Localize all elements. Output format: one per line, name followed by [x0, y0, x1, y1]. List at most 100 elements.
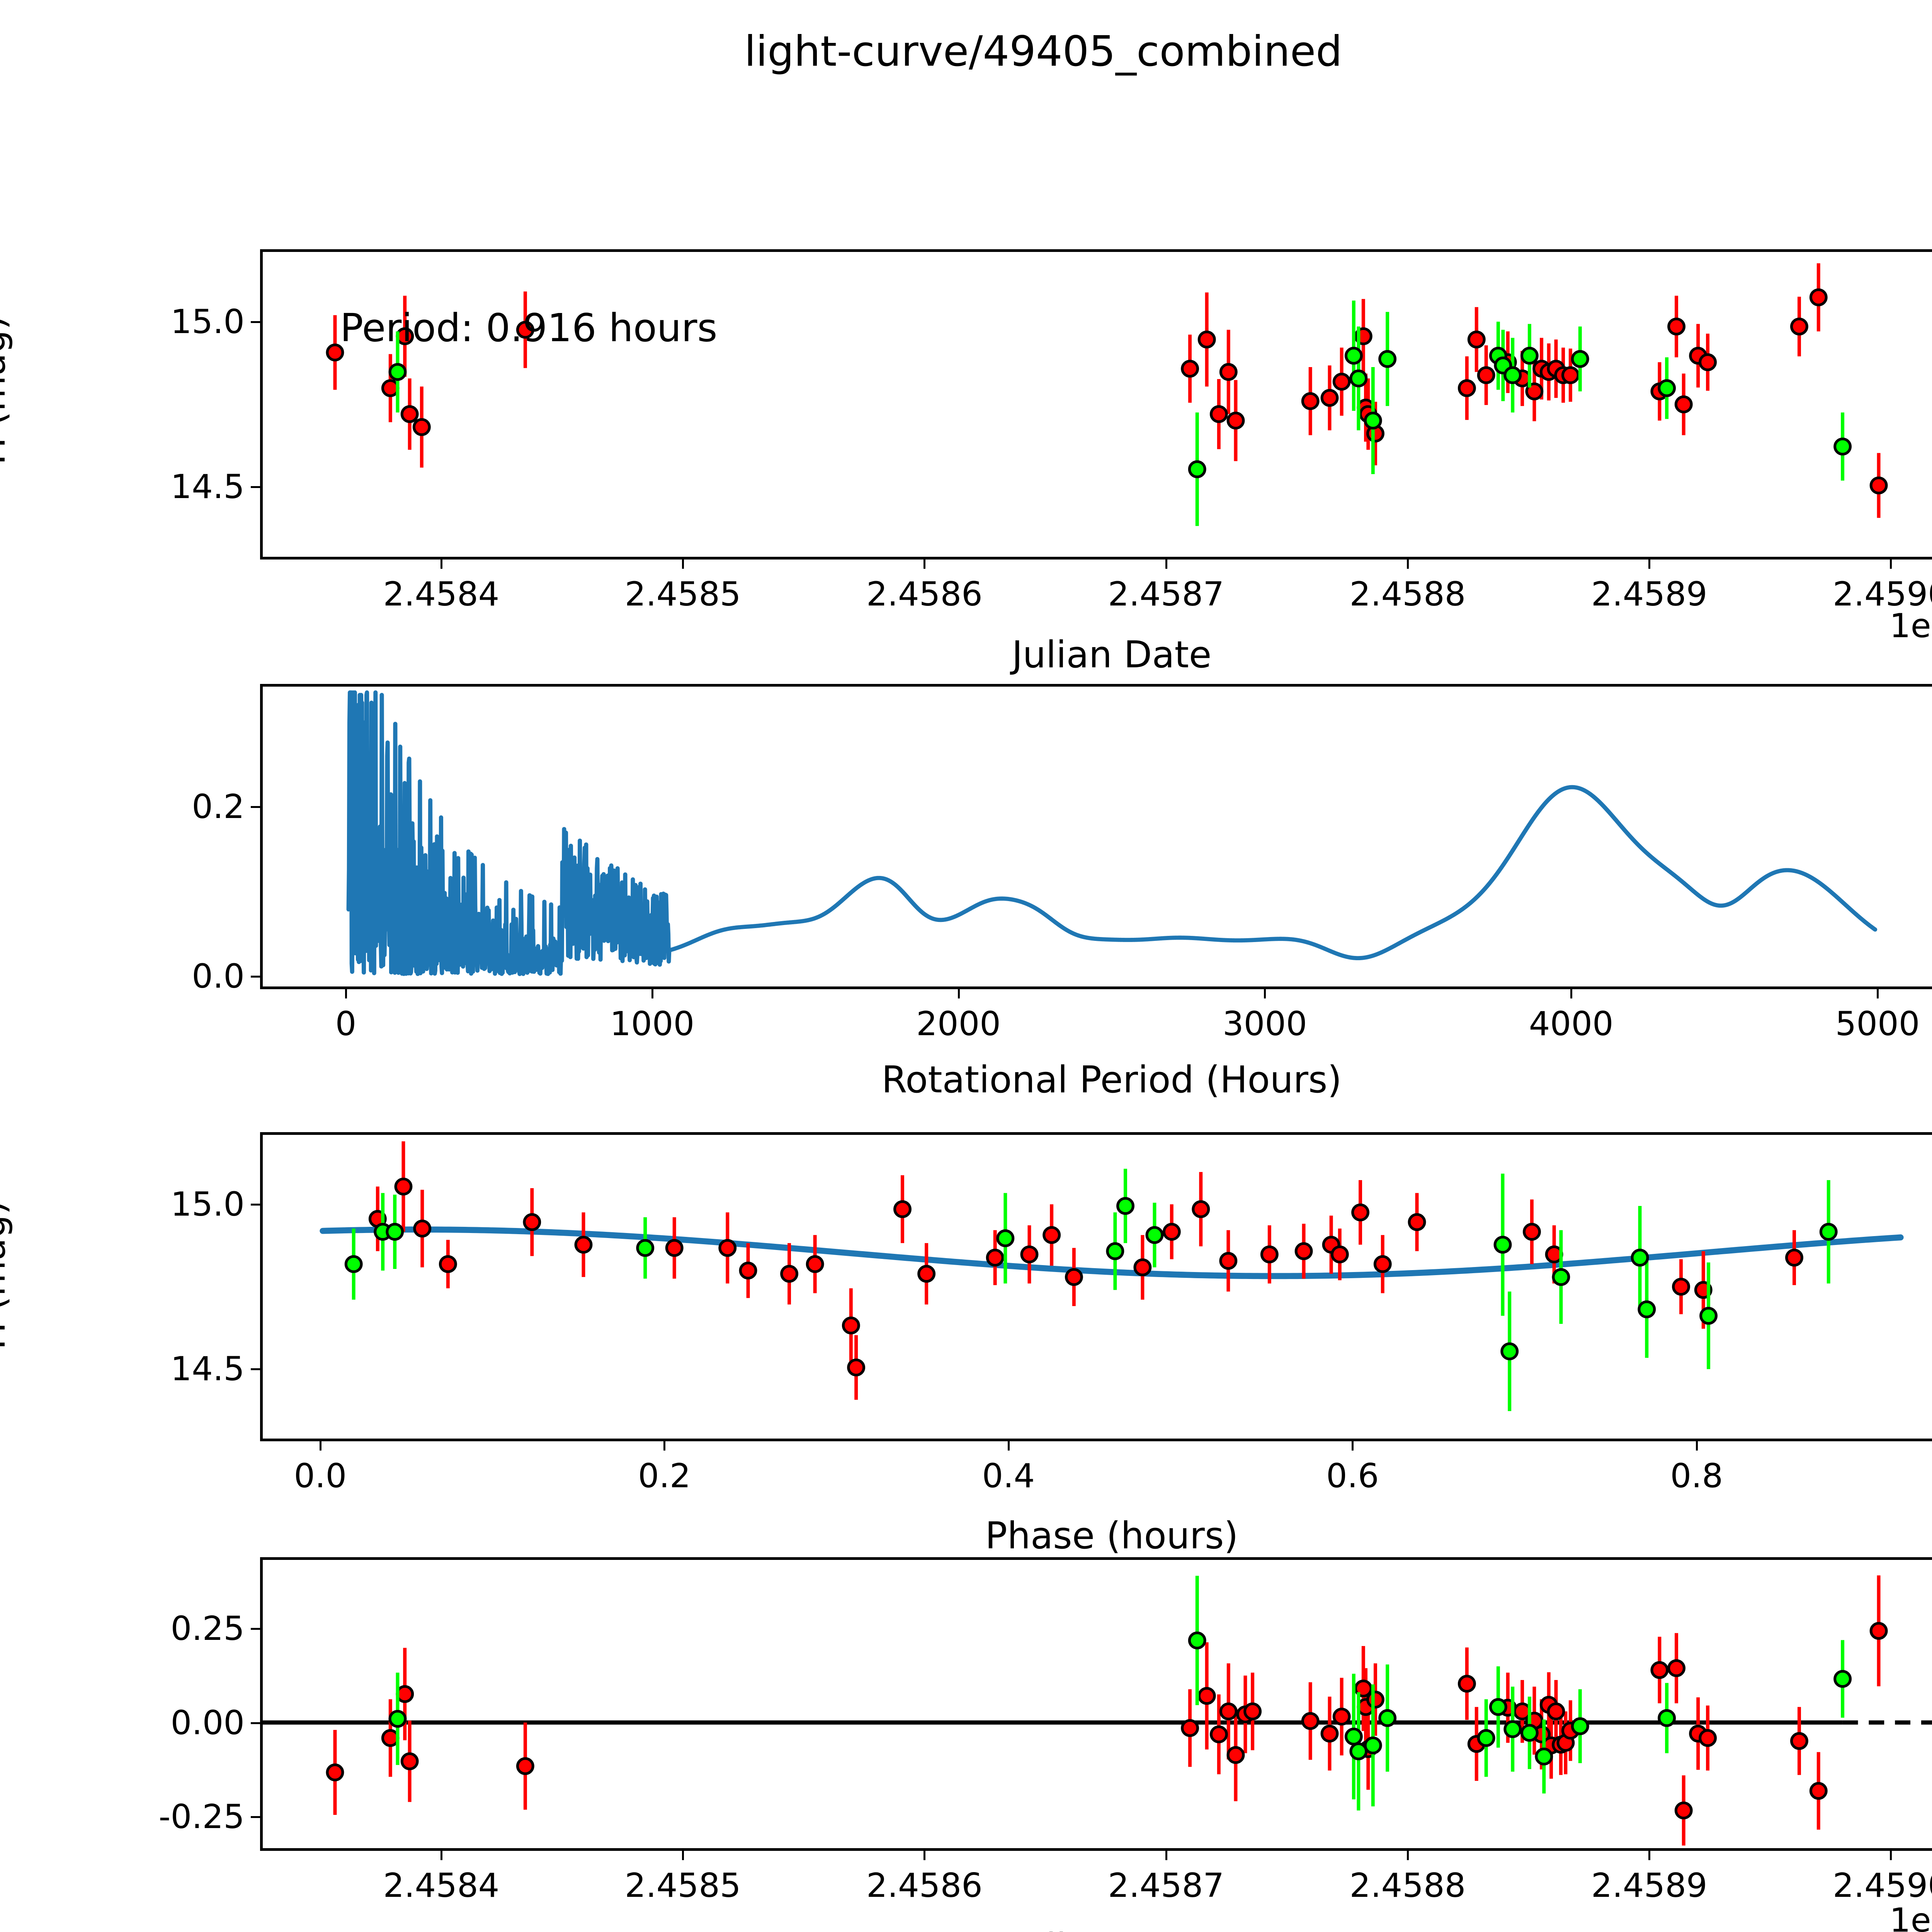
panel2-xlabel: Rotational Period (Hours) [881, 1059, 1342, 1101]
data-point [1197, 1687, 1216, 1705]
data-point [396, 1685, 414, 1703]
data-point [1535, 1747, 1553, 1765]
x-tickmark [1570, 989, 1573, 998]
data-point [1209, 1725, 1228, 1743]
data-point [1344, 347, 1363, 365]
data-point [400, 1752, 419, 1770]
data-point [1785, 1248, 1803, 1267]
x-tickmark [1696, 1441, 1698, 1451]
data-point [388, 363, 407, 381]
phase-plot-area [320, 1141, 1904, 1411]
x-tick-label: 2.4589 [1591, 575, 1708, 614]
x-tickmark [1264, 989, 1266, 998]
data-point [1106, 1242, 1124, 1260]
data-point [1503, 366, 1522, 384]
data-point [412, 418, 431, 436]
x-tickmark [651, 989, 653, 998]
lightcurve-plot-area [326, 263, 1888, 526]
x-tick-label: 2.4589 [1591, 1866, 1708, 1905]
data-point [1373, 1255, 1392, 1273]
x-tickmark [1352, 1441, 1354, 1451]
data-point [1145, 1226, 1164, 1244]
data-point [1197, 330, 1216, 349]
panel-lightcurve-raw [260, 249, 1932, 560]
y-tick-label: 0.0 [192, 957, 245, 996]
data-point [1458, 1675, 1476, 1693]
data-point [1192, 1200, 1210, 1218]
data-point [523, 1213, 541, 1231]
panel-residuals [260, 1557, 1932, 1851]
y-tickmark [251, 1628, 260, 1630]
data-point [1571, 350, 1589, 368]
data-point [1330, 1245, 1349, 1264]
x-tickmark [1007, 1441, 1010, 1451]
data-point [1790, 317, 1808, 336]
x-tickmark [682, 560, 684, 569]
data-point [574, 1236, 593, 1254]
x-tick-label: 2.4588 [1349, 575, 1466, 614]
x-tick-label: 2.4588 [1349, 1866, 1466, 1905]
y-tick-label: -0.25 [158, 1798, 245, 1837]
data-point [1364, 412, 1382, 430]
data-point [326, 1763, 344, 1782]
data-point [1332, 372, 1351, 391]
residuals-plot-area [263, 1575, 1932, 1846]
data-point [1320, 1725, 1339, 1743]
series-green-band [388, 300, 1852, 526]
data-point [1188, 460, 1206, 478]
y-tick-label: 0.00 [170, 1703, 245, 1742]
data-point [1366, 1690, 1384, 1709]
x-tickmark [440, 560, 442, 569]
series-green-band [344, 1168, 1838, 1411]
data-point [1809, 1782, 1828, 1800]
x-tickmark [663, 1441, 666, 1451]
data-point [1349, 1742, 1368, 1760]
data-point [1226, 1746, 1245, 1764]
data-point [739, 1262, 757, 1280]
panel4-xlabel: Julian Date [1012, 1926, 1212, 1932]
y-tickmark [251, 1368, 260, 1370]
periodogram-plot-area [346, 690, 1878, 976]
data-point [1133, 1258, 1152, 1276]
data-point [1162, 1223, 1181, 1241]
y-tick-label: 14.5 [170, 1349, 245, 1388]
data-point [718, 1239, 737, 1257]
data-point [1219, 363, 1238, 381]
x-tick-label: 1000 [610, 1005, 695, 1043]
x-tickmark [1648, 1851, 1651, 1860]
data-point [1525, 382, 1544, 401]
data-point [996, 1229, 1015, 1247]
data-point [1320, 389, 1339, 407]
data-point [1219, 1252, 1238, 1270]
data-point [1332, 1708, 1351, 1726]
data-point [1790, 1732, 1808, 1750]
y-tickmark [251, 1722, 260, 1724]
x-tickmark [957, 989, 960, 998]
data-point [1209, 405, 1228, 423]
data-point [1378, 1709, 1397, 1727]
data-point [893, 1200, 912, 1218]
data-point [1467, 330, 1486, 349]
data-point [1833, 437, 1852, 456]
data-point [1819, 1223, 1838, 1241]
x-tickmark [1165, 560, 1167, 569]
data-point [1561, 366, 1580, 384]
x-tickmark [440, 1851, 442, 1860]
x-tick-label: 0.4 [982, 1457, 1035, 1495]
series-green-band [388, 1576, 1852, 1811]
data-point [394, 1177, 413, 1196]
series-red-band [326, 1575, 1888, 1846]
data-point [842, 1316, 860, 1335]
y-tick-label: 15.0 [170, 1185, 245, 1224]
panel1-x-offset: 1e6 [1889, 607, 1932, 645]
data-point [381, 379, 400, 397]
data-point [1571, 1717, 1589, 1735]
x-tick-label: 0 [335, 1005, 357, 1043]
data-point [665, 1239, 684, 1257]
x-tickmark [1406, 560, 1409, 569]
data-point [1650, 1661, 1669, 1679]
data-point [1065, 1268, 1083, 1286]
data-point [1699, 1307, 1718, 1325]
periodogram-line [346, 690, 1878, 976]
